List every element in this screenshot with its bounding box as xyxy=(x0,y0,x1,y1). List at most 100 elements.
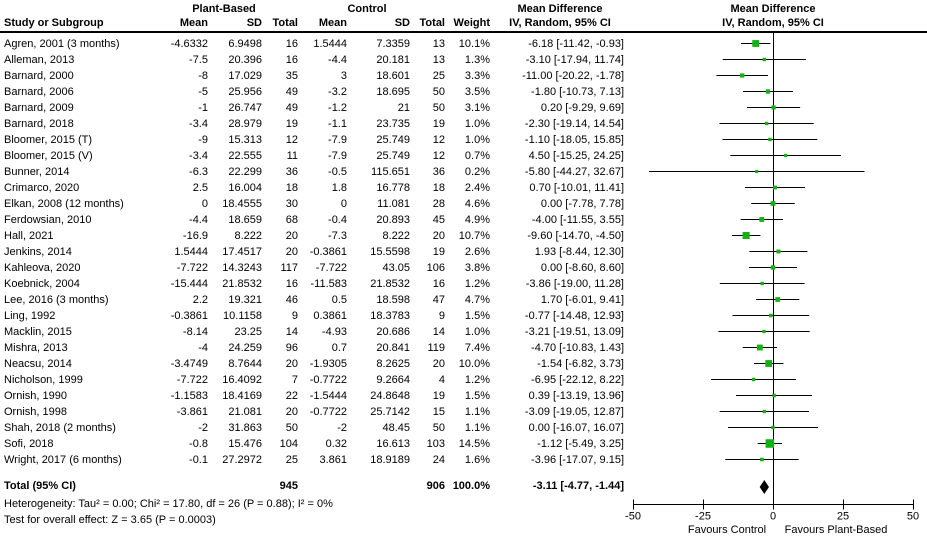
weight-cell: 1.5% xyxy=(464,310,490,322)
pb-sd-cell: 6.9498 xyxy=(228,38,262,50)
ctrl-mean-cell: -0.3861 xyxy=(309,246,347,258)
ctrl-sd-cell: 18.598 xyxy=(376,294,410,306)
pb-sd-cell: 24.259 xyxy=(228,342,262,354)
pb-sd-cell: 26.747 xyxy=(228,102,262,114)
study-row: Jenkins, 2014 1.5444 17.4517 20 -0.3861 15.55… xyxy=(0,244,927,260)
pb-sd-cell: 23.25 xyxy=(234,326,262,338)
study-row: Macklin, 2015 -8.14 23.25 14 -4.93 20.686 14 1.… xyxy=(0,324,927,340)
md-ci-cell: 1.93 [-8.44, 12.30] xyxy=(534,246,624,258)
weight-cell: 7.4% xyxy=(464,342,490,354)
study-label: Barnard, 2000 xyxy=(4,70,74,82)
total-pb-total: 945 xyxy=(279,480,298,492)
column-header-ctrl-mean: Mean xyxy=(318,17,347,29)
pb-mean-cell: -0.8 xyxy=(189,438,208,450)
ctrl-total-cell: 19 xyxy=(432,246,445,258)
ctrl-mean-cell: -0.4 xyxy=(328,214,347,226)
ctrl-mean-cell: 3 xyxy=(340,70,347,82)
ctrl-mean-cell: -0.5 xyxy=(328,166,347,178)
pb-total-cell: 16 xyxy=(285,54,298,66)
total-md-ci: -3.11 [-4.77, -1.44] xyxy=(532,480,624,492)
md-ci-cell: 0.70 [-10.01, 11.41] xyxy=(529,182,624,194)
study-row: Barnard, 2006 -5 25.956 49 -3.2 18.695 50 3.5% -… xyxy=(0,84,927,100)
tick-label: -50 xyxy=(625,511,641,523)
column-header-pb-sd: SD xyxy=(246,17,262,29)
total-weight: 100.0% xyxy=(452,480,490,492)
ctrl-sd-cell: 23.735 xyxy=(376,118,410,130)
pb-mean-cell: 1.5444 xyxy=(174,246,208,258)
study-row: Ornish, 1990 -1.1583 18.4169 22 -1.5444 24.86… xyxy=(0,388,927,404)
md-ci-cell: 0.00 [-16.07, 16.07] xyxy=(528,422,624,434)
ctrl-mean-cell: -4.4 xyxy=(328,54,347,66)
ctrl-sd-cell: 48.45 xyxy=(382,422,410,434)
weight-cell: 0.2% xyxy=(464,166,490,178)
pb-sd-cell: 27.2972 xyxy=(222,454,262,466)
study-label: Jenkins, 2014 xyxy=(4,246,72,258)
pb-mean-cell: -0.3861 xyxy=(170,310,208,322)
ctrl-total-cell: 4 xyxy=(438,374,445,386)
pb-mean-cell: 0 xyxy=(201,198,208,210)
weight-cell: 10.7% xyxy=(458,230,490,242)
ctrl-total-cell: 18 xyxy=(432,182,445,194)
md-ci-cell: -4.00 [-11.55, 3.55] xyxy=(531,214,624,226)
pb-mean-cell: -3.861 xyxy=(176,406,208,418)
study-label: Koebnick, 2004 xyxy=(4,278,80,290)
ctrl-total-cell: 119 xyxy=(427,342,445,354)
pb-mean-cell: -3.4 xyxy=(189,150,208,162)
ctrl-mean-cell: -1.9305 xyxy=(309,358,347,370)
study-row: Neacsu, 2014 -3.4749 8.7644 20 -1.9305 8.2625… xyxy=(0,356,927,372)
pb-total-cell: 9 xyxy=(291,310,298,322)
total-ctrl-total: 906 xyxy=(426,480,445,492)
study-label: Hall, 2021 xyxy=(4,230,54,242)
pb-sd-cell: 10.1158 xyxy=(223,310,262,322)
study-row: Bloomer, 2015 (V) -3.4 22.555 11 -7.9 25.749 1… xyxy=(0,148,927,164)
weight-cell: 3.3% xyxy=(464,70,490,82)
ctrl-total-cell: 12 xyxy=(432,150,445,162)
pb-total-cell: 68 xyxy=(285,214,298,226)
study-row: Bunner, 2014 -6.3 22.299 36 -0.5 115.651 36 0.2… xyxy=(0,164,927,180)
ctrl-total-cell: 24 xyxy=(432,454,445,466)
weight-cell: 3.5% xyxy=(464,86,490,98)
pb-total-cell: 20 xyxy=(285,358,298,370)
weight-cell: 14.5% xyxy=(458,438,490,450)
pb-mean-cell: -8.14 xyxy=(182,326,208,338)
ctrl-mean-cell: -1.2 xyxy=(328,102,347,114)
group-header-plant-based: Plant-Based xyxy=(192,3,256,15)
md-ci-cell: 0.20 [-9.29, 9.69] xyxy=(540,102,624,114)
pb-sd-cell: 16.4092 xyxy=(222,374,262,386)
column-header-pb-total: Total xyxy=(272,17,298,29)
ctrl-total-cell: 9 xyxy=(438,310,445,322)
ctrl-mean-cell: 3.861 xyxy=(319,454,347,466)
pb-mean-cell: -2 xyxy=(198,422,208,434)
study-row: Elkan, 2008 (12 months) 0 18.4555 30 0 11.081… xyxy=(0,196,927,212)
md-ci-cell: -11.00 [-20.22, -1.78] xyxy=(522,70,624,82)
weight-cell: 2.4% xyxy=(464,182,490,194)
pb-total-cell: 20 xyxy=(285,406,298,418)
column-header-weight: Weight xyxy=(453,17,490,29)
ctrl-sd-cell: 9.2664 xyxy=(376,374,410,386)
weight-cell: 3.1% xyxy=(464,102,490,114)
pb-total-cell: 19 xyxy=(285,118,298,130)
md-ci-cell: -1.10 [-18.05, 15.85] xyxy=(524,134,624,146)
ctrl-mean-cell: -7.9 xyxy=(328,150,347,162)
pb-mean-cell: -1.1583 xyxy=(170,390,208,402)
md-ci-cell: -1.12 [-5.49, 3.25] xyxy=(537,438,624,450)
pb-total-cell: 117 xyxy=(280,262,298,274)
pb-total-cell: 7 xyxy=(291,374,298,386)
ctrl-total-cell: 50 xyxy=(432,102,445,114)
pb-mean-cell: -16.9 xyxy=(182,230,208,242)
ctrl-total-cell: 47 xyxy=(432,294,445,306)
md-column-subtitle: IV, Random, 95% CI xyxy=(509,17,611,29)
ctrl-mean-cell: 0.3861 xyxy=(313,310,347,322)
ctrl-total-cell: 19 xyxy=(432,390,445,402)
pb-sd-cell: 14.3243 xyxy=(222,262,262,274)
study-row: Barnard, 2018 -3.4 28.979 19 -1.1 23.735 19 1.0… xyxy=(0,116,927,132)
study-label: Ornish, 1998 xyxy=(4,406,67,418)
pb-total-cell: 20 xyxy=(285,230,298,242)
study-row: Ling, 1992 -0.3861 10.1158 9 0.3861 18.3783 9 1… xyxy=(0,308,927,324)
header-rule xyxy=(0,31,927,33)
weight-cell: 1.1% xyxy=(464,422,490,434)
pb-total-cell: 104 xyxy=(279,438,298,450)
study-label: Crimarco, 2020 xyxy=(4,182,80,194)
study-row: Shah, 2018 (2 months) -2 31.863 50 -2 48.45 50… xyxy=(0,420,927,436)
study-row: Wright, 2017 (6 months) -0.1 27.2972 25 3.86… xyxy=(0,452,927,468)
